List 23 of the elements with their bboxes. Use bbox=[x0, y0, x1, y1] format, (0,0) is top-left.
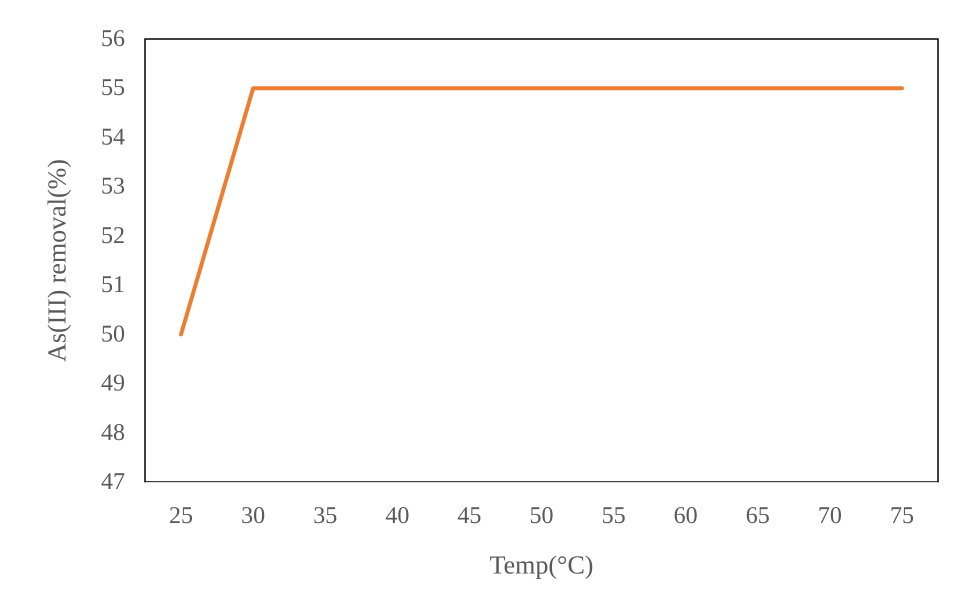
y-tick-label: 47 bbox=[101, 469, 125, 495]
y-tick-label: 56 bbox=[101, 26, 125, 52]
x-axis-title: Temp(°C) bbox=[490, 550, 594, 580]
x-tick-label: 25 bbox=[169, 503, 194, 529]
y-tick-label: 48 bbox=[101, 420, 125, 446]
y-tick-label: 51 bbox=[101, 272, 125, 298]
x-tick-label: 65 bbox=[746, 503, 770, 529]
y-tick-label: 49 bbox=[101, 370, 125, 397]
x-tick-label: 55 bbox=[602, 503, 626, 529]
x-tick-label: 70 bbox=[818, 503, 842, 529]
x-tick-label: 50 bbox=[530, 503, 554, 529]
x-tick-label: 60 bbox=[674, 503, 698, 529]
x-tick-label: 35 bbox=[313, 503, 338, 529]
x-tick-label: 75 bbox=[890, 503, 914, 529]
y-tick-label: 50 bbox=[101, 321, 125, 348]
y-tick-label: 55 bbox=[101, 75, 125, 102]
y-axis-title: As(III) removal(%) bbox=[42, 159, 72, 362]
y-tick-label: 52 bbox=[101, 222, 125, 249]
y-tick-label: 54 bbox=[101, 124, 125, 150]
x-tick-label: 45 bbox=[457, 503, 482, 529]
x-tick-label: 30 bbox=[241, 503, 266, 529]
x-tick-label: 40 bbox=[385, 503, 410, 529]
y-tick-label: 53 bbox=[101, 174, 125, 200]
